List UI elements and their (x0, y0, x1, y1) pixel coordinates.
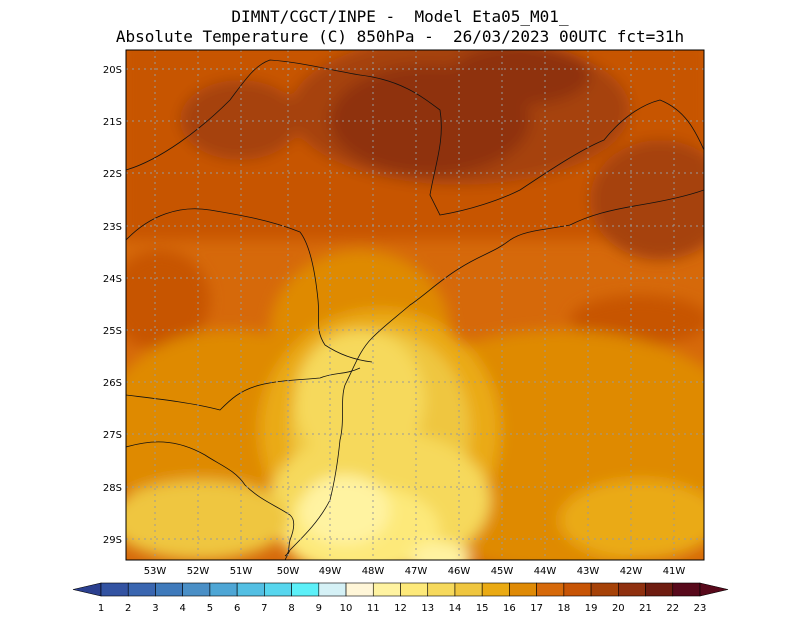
colorbar-min-arrow (72, 582, 102, 597)
colorbar-segment (618, 582, 646, 597)
colorbar-label: 2 (125, 603, 131, 614)
colorbar-segment (563, 582, 592, 597)
lat-label: 24S (103, 274, 122, 285)
colorbar-label: 4 (179, 603, 185, 614)
lon-label: 41W (663, 566, 686, 577)
lon-label: 52W (187, 566, 210, 577)
lat-label: 25S (103, 326, 122, 337)
lon-label: 43W (577, 566, 600, 577)
lon-label: 47W (405, 566, 428, 577)
colorbar-segment (209, 582, 238, 597)
colorbar-segment (182, 582, 211, 597)
longitude-axis: 53W 52W 51W 50W 49W 48W 47W 46W 45W 44W … (144, 566, 686, 577)
colorbar-segment (264, 582, 292, 597)
colorbar-label: 21 (639, 603, 652, 614)
colorbar-max-arrow (699, 582, 729, 597)
colorbar-segment (372, 582, 401, 597)
colorbar-label: 15 (476, 603, 489, 614)
colorbar-segment (672, 582, 701, 597)
lat-label: 23S (103, 222, 122, 233)
grid-lines (126, 50, 704, 560)
lon-label: 45W (491, 566, 514, 577)
colorbar-segment (400, 582, 429, 597)
colorbar-label: 17 (530, 603, 543, 614)
lon-label: 49W (319, 566, 342, 577)
title-line-2: Absolute Temperature (C) 850hPa - 26/03/… (115, 27, 685, 46)
colorbar-segment (590, 582, 619, 597)
lon-label: 44W (534, 566, 557, 577)
title-line-1: DIMNT/CGCT/INPE - Model Eta05_M01_ (231, 7, 569, 26)
colorbar-segment (345, 582, 374, 597)
colorbar-segment (481, 582, 510, 597)
lat-label: 26S (103, 378, 122, 389)
colorbar-segment (427, 582, 456, 597)
lat-label: 29S (103, 535, 122, 546)
colorbar-label: 22 (666, 603, 679, 614)
colorbar-segment (645, 582, 674, 597)
colorbar-legend: 1 2 3 4 5 6 7 8 9 10 11 12 13 14 15 16 17 18 19 20 21 22 23 (72, 582, 729, 614)
colorbar-label: 23 (694, 603, 707, 614)
colorbar-segment (509, 582, 537, 597)
colorbar-label: 16 (503, 603, 516, 614)
colorbar-label: 9 (316, 603, 322, 614)
lon-label: 50W (277, 566, 300, 577)
colorbar-segment (318, 582, 347, 597)
colorbar-segment (127, 582, 156, 597)
colorbar-label: 7 (261, 603, 267, 614)
colorbar-label: 20 (612, 603, 625, 614)
colorbar-segment (100, 582, 129, 597)
colorbar-label: 11 (367, 603, 380, 614)
lon-label: 42W (620, 566, 643, 577)
colorbar-label: 14 (449, 603, 462, 614)
lon-label: 46W (448, 566, 471, 577)
colorbar-label: 3 (152, 603, 158, 614)
colorbar-label: 10 (340, 603, 353, 614)
temperature-field (126, 50, 704, 560)
colorbar-segment (454, 582, 483, 597)
colorbar-segment (236, 582, 265, 597)
lat-label: 20S (103, 65, 122, 76)
map-frame (125, 49, 705, 561)
lat-label: 22S (103, 169, 122, 180)
colorbar-label: 6 (234, 603, 240, 614)
colorbar-segment (155, 582, 183, 597)
lat-label: 28S (103, 483, 122, 494)
colorbar-segment (291, 582, 320, 597)
colorbar-label: 5 (207, 603, 213, 614)
lon-label: 51W (230, 566, 253, 577)
colorbar-label: 8 (288, 603, 294, 614)
lon-label: 48W (362, 566, 385, 577)
colorbar-label: 1 (98, 603, 104, 614)
colorbar-label: 12 (394, 603, 407, 614)
lon-label: 53W (144, 566, 167, 577)
colorbar-label: 19 (585, 603, 598, 614)
lat-label: 27S (103, 430, 122, 441)
latitude-axis: 20S 21S 22S 23S 24S 25S 26S 27S 28S 29S (103, 65, 122, 546)
colorbar-label: 18 (557, 603, 570, 614)
lat-label: 21S (103, 117, 122, 128)
colorbar-label: 13 (421, 603, 434, 614)
colorbar-segment (536, 582, 565, 597)
